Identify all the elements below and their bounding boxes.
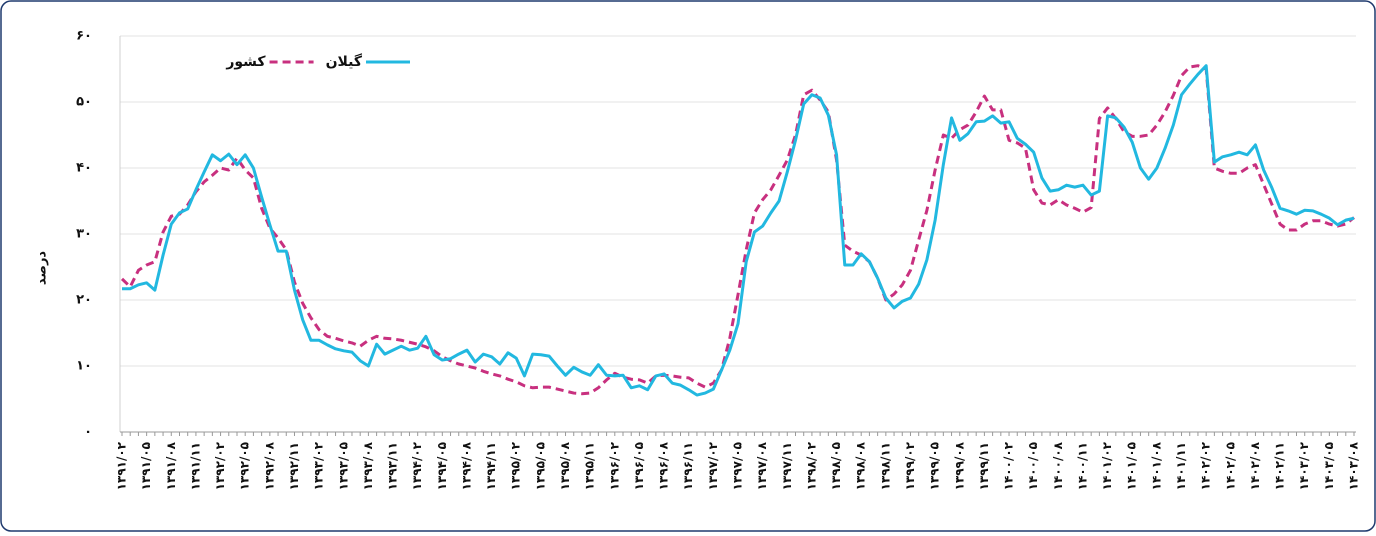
x-tick-label: ۱۳۹۱/۱۱ [188, 442, 202, 490]
y-tick-label: ۵۰ [76, 95, 92, 110]
x-tick-label: ۱۳۹۶/۰۵ [632, 442, 646, 490]
x-tick-label: ۱۳۹۴/۰۸ [459, 441, 473, 490]
x-tick-label: ۱۳۹۸/۰۸ [854, 441, 868, 490]
x-tick-label: ۱۳۹۶/۰۲ [607, 441, 621, 490]
x-tick-label: ۱۴۰۱/۰۲ [1100, 441, 1114, 490]
x-tick-label: ۱۳۹۹/۰۸ [952, 441, 966, 490]
x-tick-label: ۱۴۰۰/۰۵ [1026, 442, 1040, 490]
x-tick-label: ۱۳۹۱/۰۸ [164, 441, 178, 490]
x-tick-label: ۱۳۹۱/۰۲ [115, 441, 129, 490]
x-tick-label: ۱۳۹۲/۰۵ [238, 442, 252, 490]
x-tick-label: ۱۳۹۵/۰۲ [509, 441, 523, 490]
x-tick-label: ۱۳۹۳/۱۱ [386, 442, 400, 490]
x-tick-label: ۱۳۹۱/۰۵ [139, 442, 153, 490]
x-tick-label: ۱۳۹۸/۰۲ [804, 441, 818, 490]
x-tick-label: ۱۳۹۴/۰۵ [435, 442, 449, 490]
x-tick-label: ۱۳۹۹/۱۱ [977, 442, 991, 490]
x-tick-label: ۱۳۹۲/۰۲ [213, 441, 227, 490]
x-tick-label: ۱۳۹۲/۰۸ [262, 441, 276, 490]
x-tick-label: ۱۴۰۱/۰۸ [1149, 441, 1163, 490]
x-tick-label: ۱۳۹۴/۱۱ [484, 442, 498, 490]
x-tick-label: ۱۴۰۳/۰۸ [1347, 441, 1361, 490]
x-tick-label: ۱۴۰۱/۰۵ [1125, 442, 1139, 490]
x-tick-label: ۱۴۰۲/۰۸ [1248, 441, 1262, 490]
y-tick-label: ۴۰ [76, 161, 92, 176]
x-tick-label: ۱۴۰۲/۱۱ [1273, 442, 1287, 490]
y-tick-label: ۱۰ [76, 359, 92, 374]
x-tick-label: ۱۳۹۷/۰۵ [731, 442, 745, 490]
x-tick-label: ۱۴۰۰/۰۲ [1002, 441, 1016, 490]
y-tick-label: ۰ [84, 425, 92, 440]
x-tick-label: ۱۳۹۶/۰۸ [657, 441, 671, 490]
x-tick-label: ۱۳۹۵/۰۵ [533, 442, 547, 490]
x-tick-label: ۱۳۹۳/۰۵ [336, 442, 350, 490]
x-tick-label: ۱۳۹۷/۰۸ [755, 441, 769, 490]
x-tick-label: ۱۴۰۳/۰۵ [1322, 442, 1336, 490]
legend-label: گیلان [326, 53, 363, 70]
legend-label: کشور [225, 54, 266, 70]
x-tick-label: ۱۴۰۳/۰۲ [1297, 441, 1311, 490]
x-tick-label: ۱۴۰۰/۱۱ [1075, 442, 1089, 490]
x-tick-label: ۱۳۹۴/۰۲ [410, 441, 424, 490]
x-tick-label: ۱۴۰۱/۱۱ [1174, 442, 1188, 490]
x-tick-label: ۱۳۹۵/۰۸ [558, 441, 572, 490]
y-tick-label: ۲۰ [76, 293, 92, 308]
x-tick-label: ۱۳۹۶/۱۱ [681, 442, 695, 490]
x-tick-label: ۱۳۹۲/۱۱ [287, 442, 301, 490]
x-tick-label: ۱۳۹۹/۰۵ [928, 442, 942, 490]
y-axis-title: درصد [35, 251, 50, 286]
y-tick-label: ۶۰ [76, 29, 92, 44]
x-tick-label: ۱۳۹۳/۰۲ [312, 441, 326, 490]
y-tick-label: ۳۰ [76, 227, 92, 242]
x-tick-label: ۱۴۰۲/۰۲ [1199, 441, 1213, 490]
x-tick-label: ۱۳۹۷/۰۲ [706, 441, 720, 490]
x-tick-label: ۱۴۰۰/۰۸ [1051, 441, 1065, 490]
x-tick-label: ۱۳۹۸/۰۵ [829, 442, 843, 490]
series-line [122, 64, 1355, 397]
x-tick-label: ۱۳۹۳/۰۸ [361, 441, 375, 490]
series-line [120, 64, 1355, 396]
x-tick-label: ۱۳۹۵/۱۱ [583, 442, 597, 490]
x-tick-label: ۱۳۹۷/۱۱ [780, 442, 794, 490]
x-tick-label: ۱۴۰۲/۰۵ [1223, 442, 1237, 490]
x-tick-label: ۱۳۹۸/۱۱ [878, 442, 892, 490]
x-tick-label: ۱۳۹۹/۰۲ [903, 441, 917, 490]
